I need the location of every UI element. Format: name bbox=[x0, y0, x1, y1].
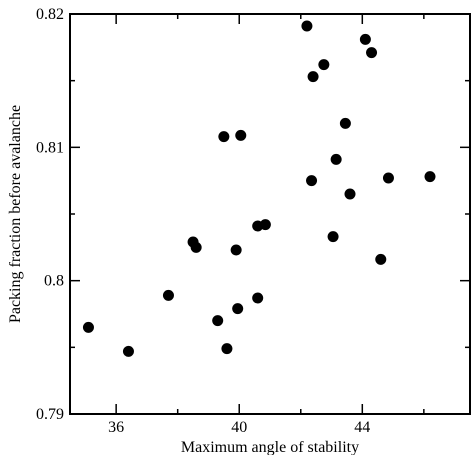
data-point bbox=[230, 244, 242, 256]
data-point bbox=[327, 231, 339, 243]
y-tick-label: 0.82 bbox=[36, 6, 64, 23]
y-axis-title: Packing fraction before avalanche bbox=[7, 105, 24, 323]
data-point bbox=[221, 343, 233, 355]
data-point bbox=[122, 345, 134, 357]
data-point bbox=[232, 303, 244, 315]
data-point bbox=[307, 71, 319, 83]
data-point bbox=[344, 188, 356, 200]
y-tick-label: 0.81 bbox=[36, 139, 64, 156]
x-tick-label: 44 bbox=[354, 419, 370, 436]
data-point bbox=[375, 253, 387, 265]
data-point bbox=[259, 219, 271, 231]
data-point bbox=[339, 117, 351, 129]
data-point bbox=[424, 171, 436, 183]
x-tick-label: 36 bbox=[108, 419, 124, 436]
data-point bbox=[235, 129, 247, 141]
data-point bbox=[330, 153, 342, 165]
data-points bbox=[82, 20, 436, 357]
data-point bbox=[218, 131, 230, 143]
data-point bbox=[359, 33, 371, 45]
data-point bbox=[318, 59, 330, 71]
data-point bbox=[82, 321, 94, 333]
data-point bbox=[301, 20, 313, 32]
data-point bbox=[212, 315, 224, 327]
data-point bbox=[306, 175, 318, 187]
y-tick-label: 0.79 bbox=[36, 406, 64, 423]
x-tick-label: 40 bbox=[231, 419, 247, 436]
axis-ticks bbox=[70, 13, 470, 415]
x-axis-title: Maximum angle of stability bbox=[181, 439, 359, 455]
data-point bbox=[190, 241, 202, 253]
y-tick-label: 0.8 bbox=[44, 273, 64, 290]
data-point bbox=[382, 172, 394, 184]
data-point bbox=[252, 292, 264, 304]
data-point bbox=[162, 289, 174, 301]
data-point bbox=[366, 47, 378, 59]
axis-tick-labels: 36 40 44 0.79 0.8 0.81 0.82 bbox=[36, 6, 370, 436]
